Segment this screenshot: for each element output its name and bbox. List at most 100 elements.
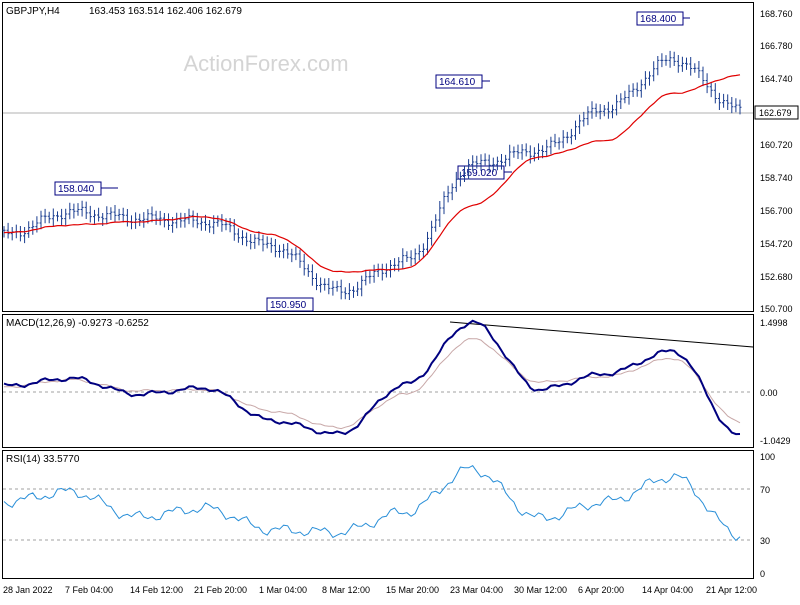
price-bar — [80, 200, 84, 217]
price-bar — [372, 264, 376, 283]
price-bar — [179, 212, 183, 228]
moving-average — [3, 74, 741, 273]
time-tick: 1 Mar 04:00 — [259, 585, 307, 595]
price-bar — [574, 120, 577, 140]
price-bar — [273, 239, 277, 258]
price-bar — [249, 234, 253, 250]
macd-signal-line — [3, 338, 741, 430]
price-bar — [187, 208, 191, 225]
price-bar — [88, 205, 92, 223]
price-bar — [553, 133, 557, 148]
price-bar — [93, 209, 96, 224]
time-tick: 15 Mar 20:00 — [386, 585, 439, 595]
price-tick: 152.680 — [760, 272, 793, 282]
price-bar — [18, 226, 22, 242]
price-bar — [335, 280, 339, 292]
price-bar — [310, 264, 314, 286]
price-bar — [84, 201, 88, 219]
price-bar — [294, 246, 298, 261]
price-bar — [598, 104, 602, 120]
price-bar — [245, 232, 249, 247]
rsi-tick: 70 — [760, 485, 770, 495]
price-bar — [495, 156, 499, 171]
price-bar — [569, 128, 573, 145]
price-bar — [532, 147, 536, 162]
price-bar — [586, 106, 590, 126]
price-bar — [454, 171, 458, 192]
rsi-series-line — [3, 465, 741, 542]
price-bar — [717, 92, 721, 110]
price-bar — [278, 244, 281, 258]
price-bar — [479, 154, 483, 171]
price-annotations: 158.040 150.950 164.610 159.020 168.400 — [54, 11, 690, 312]
price-bar — [541, 145, 545, 159]
price-panel-frame — [2, 2, 754, 312]
price-bar — [582, 111, 586, 127]
price-bar — [257, 231, 261, 246]
price-bar — [512, 146, 516, 158]
price-bar — [199, 217, 203, 231]
price-bar — [315, 273, 318, 291]
price-bar — [51, 208, 55, 226]
price-bar — [549, 136, 553, 155]
price-bar — [656, 56, 660, 76]
price-bar — [421, 243, 425, 259]
price-bar — [269, 237, 273, 253]
price-bar — [76, 203, 80, 216]
price-bar — [631, 83, 635, 97]
price-bar — [689, 57, 693, 76]
price-bar — [545, 139, 549, 157]
price-bar — [557, 137, 561, 150]
macd-trendline — [449, 321, 754, 348]
price-bar — [47, 211, 51, 224]
price-bar — [368, 270, 372, 284]
price-bar — [709, 81, 713, 98]
price-bar — [121, 207, 125, 223]
price-bar — [483, 153, 487, 166]
price-bar — [401, 248, 405, 269]
price-bar — [578, 114, 582, 134]
price-bar — [500, 154, 503, 170]
annotation-high-3: 168.400 — [640, 14, 677, 25]
price-bar — [282, 243, 286, 259]
price-bar — [113, 205, 117, 223]
price-bar — [487, 154, 491, 173]
price-bar — [195, 212, 199, 229]
price-bar — [323, 278, 327, 291]
time-tick: 28 Jan 2022 — [3, 585, 53, 595]
price-bar — [685, 57, 688, 70]
price-bar — [352, 286, 355, 298]
price-bar — [409, 250, 413, 266]
time-tick: 14 Feb 12:00 — [130, 585, 183, 595]
price-bar — [216, 215, 220, 227]
price-bar — [705, 73, 709, 94]
price-bar — [105, 206, 109, 225]
price-bar — [109, 207, 113, 220]
macd-tick: -1.0429 — [760, 436, 791, 446]
macd-tick: 0.00 — [760, 388, 778, 398]
time-tick: 6 Apr 20:00 — [578, 585, 624, 595]
price-bar — [31, 220, 35, 235]
price-bar — [611, 104, 614, 119]
price-bar — [134, 212, 138, 229]
price-bar — [639, 79, 643, 98]
price-bar — [150, 206, 154, 223]
price-bar — [648, 71, 651, 86]
price-bar — [594, 103, 598, 117]
rsi-panel-frame — [2, 450, 754, 579]
price-bar — [220, 214, 224, 232]
time-tick: 14 Apr 04:00 — [642, 585, 693, 595]
price-bar — [664, 55, 668, 66]
price-bar — [590, 101, 594, 119]
price-bar — [302, 253, 306, 276]
annotation-low-2: 159.020 — [461, 168, 498, 179]
price-bar — [528, 145, 532, 164]
price-bar — [343, 287, 347, 300]
price-bar — [97, 207, 101, 222]
price-bar — [60, 208, 64, 226]
price-bar — [142, 212, 146, 228]
price-bar — [450, 183, 454, 201]
price-bar — [561, 130, 565, 149]
rsi-tick: 30 — [760, 536, 770, 546]
